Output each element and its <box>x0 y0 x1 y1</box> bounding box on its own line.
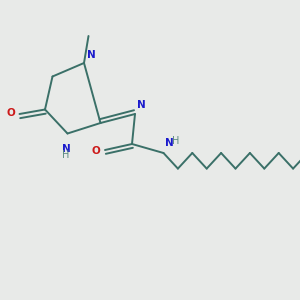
Text: H: H <box>62 150 70 160</box>
Text: N: N <box>61 144 70 154</box>
Text: O: O <box>6 108 15 118</box>
Text: N: N <box>87 50 96 60</box>
Text: O: O <box>92 146 100 157</box>
Text: N: N <box>136 100 145 110</box>
Text: N: N <box>165 139 174 148</box>
Text: H: H <box>172 136 179 146</box>
